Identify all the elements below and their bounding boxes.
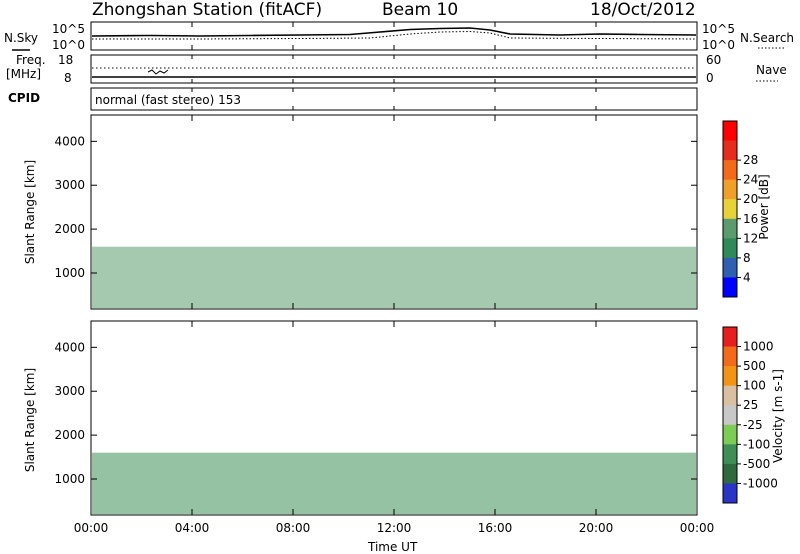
noise-right-tick-bottom: 10^0	[702, 38, 735, 52]
cpid-label: CPID	[8, 91, 40, 105]
colorbar-swatch	[723, 366, 737, 387]
x-tick-label: 20:00	[579, 521, 614, 535]
colorbar-swatch	[723, 140, 737, 161]
colorbar-tick-label: 16	[743, 212, 758, 226]
colorbar-swatch	[723, 463, 737, 484]
y-tick-label: 4000	[54, 134, 85, 148]
echo-band	[92, 452, 696, 515]
colorbar-swatch	[723, 257, 737, 278]
freq-label-line1: Freq.	[16, 53, 46, 67]
frequency-panel: Freq. [MHz] 18 8 60 0 Nave	[6, 53, 787, 85]
noise-right-tick-top: 10^5	[702, 22, 735, 36]
y-tick-label: 3000	[54, 178, 85, 192]
colorbar-tick-label: 12	[743, 231, 758, 245]
velocity-panel: 1000 2000 3000 4000 Slant Range [km] 1000 50…	[23, 320, 785, 516]
nsky-label: N.Sky	[4, 31, 38, 45]
colorbar-swatch	[723, 199, 737, 220]
colorbar-tick-label: 20	[743, 192, 758, 206]
power-echo-region	[92, 246, 696, 309]
cpid-panel: CPID normal (fast stereo) 153	[8, 87, 698, 111]
x-tick-label: 12:00	[377, 521, 412, 535]
power-colorbar-label: Power [dB]	[757, 174, 771, 239]
x-tick-label: 00:00	[680, 521, 715, 535]
colorbar-tick-label: 25	[743, 398, 758, 412]
power-panel: 1000 2000 3000 4000 Slant Range [km] 4 8 12 16…	[23, 114, 771, 310]
colorbar-tick-label: -500	[743, 457, 770, 471]
colorbar-swatch	[723, 218, 737, 239]
colorbar-swatch	[723, 160, 737, 181]
freq-left-tick-top: 18	[58, 53, 73, 67]
power-colorbar: 4 8 12 16 20 24 28	[722, 120, 758, 298]
date-title: 18/Oct/2012	[590, 0, 696, 20]
freq-left-tick-bottom: 8	[64, 71, 72, 85]
y-tick-label: 1000	[54, 472, 85, 486]
nave-noise	[147, 69, 169, 75]
colorbar-swatch	[723, 346, 737, 367]
colorbar-tick-label: 8	[743, 251, 751, 265]
colorbar-swatch	[723, 238, 737, 259]
y-tick-label: 1000	[54, 266, 85, 280]
colorbar-swatch	[723, 444, 737, 465]
colorbar-swatch	[723, 121, 737, 142]
frequency-panel-frame	[90, 54, 698, 84]
noise-left-tick-top: 10^5	[52, 22, 85, 36]
nsky-trace	[91, 27, 697, 37]
y-tick-label: 2000	[54, 222, 85, 236]
colorbar-tick-label: -25	[743, 418, 763, 432]
power-y-ticks: 1000 2000 3000 4000	[54, 134, 697, 280]
colorbar-frame	[722, 120, 738, 298]
beam-title: Beam 10	[382, 0, 458, 20]
colorbar-swatch	[723, 405, 737, 426]
colorbar-tick-label: -100	[743, 437, 770, 451]
colorbar-swatch	[723, 179, 737, 200]
colorbar-swatch	[723, 327, 737, 348]
freq-label-line2: [MHz]	[6, 67, 41, 81]
colorbar-tick-label: -1000	[743, 476, 778, 490]
x-tick-label: 00:00	[74, 521, 109, 535]
velocity-colorbar: 1000 500 100 25 -25 -100 -500 -1000	[722, 326, 778, 504]
colorbar-tick-label: 1000	[743, 340, 774, 354]
colorbar-frame	[722, 326, 738, 504]
nsearch-trace	[92, 30, 697, 40]
colorbar-tick-label: 500	[743, 359, 766, 373]
time-axis-label: Time UT	[367, 540, 418, 554]
x-tick-label: 16:00	[478, 521, 513, 535]
y-tick-label: 4000	[54, 340, 85, 354]
y-tick-label: 2000	[54, 428, 85, 442]
y-tick-label: 3000	[54, 384, 85, 398]
colorbar-tick-label: 100	[743, 379, 766, 393]
colorbar-swatch	[723, 277, 737, 298]
noise-panel: N.Sky 10^5 10^0 10^5 10^0 N.Search	[4, 21, 794, 52]
colorbar-tick-label: 24	[743, 173, 758, 187]
noise-left-tick-bottom: 10^0	[52, 38, 85, 52]
nsearch-label: N.Search	[740, 31, 794, 45]
cpid-value: normal (fast stereo) 153	[95, 93, 241, 107]
echo-band	[92, 246, 696, 309]
station-title: Zhongshan Station (fitACF)	[92, 0, 322, 20]
freq-right-tick-bottom: 0	[706, 71, 714, 85]
velocity-y-ticks: 1000 2000 3000 4000	[54, 340, 697, 486]
velocity-echo-region	[92, 452, 696, 515]
time-axis: 00:00 04:00 08:00 12:00 16:00 20:00 00:00	[74, 22, 715, 535]
colorbar-tick-label: 28	[743, 153, 758, 167]
nave-label: Nave	[756, 63, 787, 77]
colorbar-swatch	[723, 385, 737, 406]
velocity-colorbar-label: Velocity [m s-1]	[771, 369, 785, 463]
power-ylabel: Slant Range [km]	[23, 160, 37, 264]
x-tick-label: 04:00	[175, 521, 210, 535]
colorbar-tick-label: 4	[743, 270, 751, 284]
freq-right-tick-top: 60	[706, 53, 721, 67]
x-tick-label: 08:00	[276, 521, 311, 535]
velocity-ylabel: Slant Range [km]	[23, 368, 37, 472]
colorbar-swatch	[723, 424, 737, 445]
colorbar-swatch	[723, 483, 737, 504]
